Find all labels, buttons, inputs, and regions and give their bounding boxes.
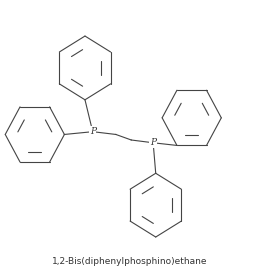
Text: 1,2-Bis(diphenylphosphino)ethane: 1,2-Bis(diphenylphosphino)ethane [52, 258, 208, 267]
Text: P: P [90, 127, 96, 136]
Text: P: P [150, 138, 156, 147]
